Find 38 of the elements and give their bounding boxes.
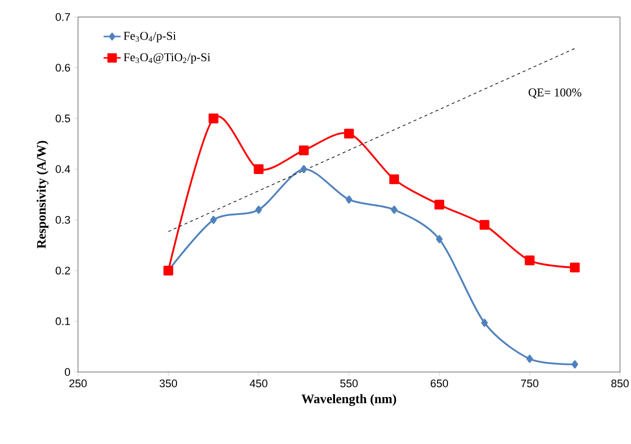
- legend-label: Fe$_{3}$O$_{4}$/p-Si: [124, 32, 176, 42]
- x-tick-label: 450: [250, 380, 268, 388]
- point: [436, 235, 443, 244]
- x-axis-title: Wavelength (nm): [302, 394, 396, 406]
- x-tick-label: 550: [340, 380, 358, 388]
- point: [344, 128, 354, 139]
- point: [210, 216, 217, 224]
- y-tick-label: 0.3: [56, 216, 70, 224]
- y-tick-label: 0.7: [56, 13, 70, 21]
- point: [526, 354, 533, 363]
- point: [481, 318, 488, 327]
- point: [480, 220, 490, 230]
- legend-label: Fe$_{3}$O$_{4}$@TiO$_{2}$/p-Si: [124, 53, 210, 64]
- y-tick-label: 0.6: [56, 64, 70, 72]
- point: [298, 145, 309, 156]
- point: [390, 206, 398, 214]
- x-tick-label: 850: [611, 380, 629, 388]
- point: [208, 114, 218, 124]
- y-tick-label: 0.5: [56, 114, 70, 122]
- point: [570, 262, 580, 272]
- y-tick-label: 0.4: [56, 165, 70, 174]
- x-tick-label: 650: [430, 380, 448, 388]
- point: [346, 195, 352, 204]
- point: [389, 174, 400, 184]
- y-tick-label: 0: [64, 368, 70, 376]
- point: [255, 206, 262, 214]
- y-axis-title: Responsivity (A/W): [36, 140, 48, 248]
- x-tick-label: 350: [160, 380, 178, 388]
- point: [254, 164, 264, 174]
- annotation: QE= 100%: [528, 88, 582, 98]
- x-tick-label: 750: [521, 380, 538, 388]
- y-tick-label: 0.1: [56, 317, 70, 326]
- point: [300, 165, 308, 174]
- point: [524, 256, 535, 266]
- x-tick-label: 250: [69, 380, 87, 388]
- point: [572, 360, 578, 368]
- y-tick-label: 0.2: [56, 266, 70, 274]
- point: [434, 200, 444, 210]
